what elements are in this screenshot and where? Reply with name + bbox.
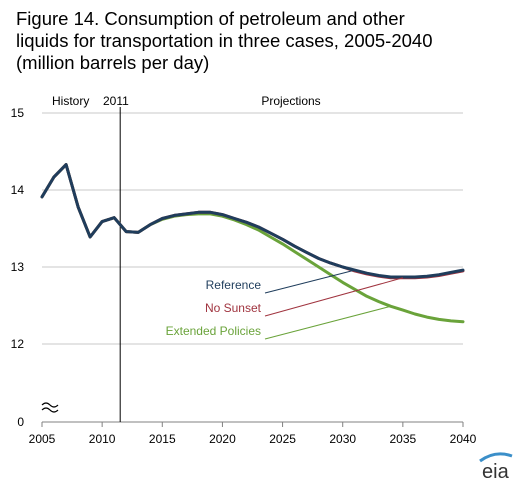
chart-title-line-3: (million barrels per day) <box>16 52 210 73</box>
annotation-label-reference: Reference <box>206 278 262 292</box>
eia-logo-text: eia <box>482 461 510 483</box>
tick-labels: 2005 2010 2015 2020 2025 2030 2035 2040 0 12 13 14 1… <box>11 106 477 446</box>
y-tick-label-13: 13 <box>11 260 25 274</box>
annotations: Reference No Sunset Extended Policies <box>166 269 403 340</box>
chart-title: Figure 14. Consumption of petroleum and … <box>16 8 521 74</box>
x-tick-label-2040: 2040 <box>450 432 477 446</box>
x-tick-label-2005: 2005 <box>29 432 56 446</box>
leader-line-reference <box>264 269 355 294</box>
y-tick-label-15: 15 <box>11 106 25 120</box>
x-tick-label-2010: 2010 <box>89 432 116 446</box>
series-line-reference <box>40 163 465 279</box>
series-lines <box>40 163 465 324</box>
annotation-label-no-sunset: No Sunset <box>205 301 262 315</box>
series-line-extended-policies <box>40 163 465 324</box>
y-tick-label-14: 14 <box>11 183 25 197</box>
axes <box>41 107 464 427</box>
eia-logo-swoosh <box>479 452 513 463</box>
leader-line-no-sunset <box>264 277 403 317</box>
section-label-year: 2011 <box>103 94 129 108</box>
axis-break-symbol-lower <box>41 407 59 413</box>
chart-title-line-1: Figure 14. Consumption of petroleum and … <box>16 8 405 29</box>
axis-break-symbol <box>41 402 59 408</box>
section-label-history: History <box>52 94 89 108</box>
chart-title-line-2: liquids for transportation in three case… <box>16 30 433 51</box>
y-tick-label-0: 0 <box>17 415 24 429</box>
x-tick-label-2030: 2030 <box>329 432 356 446</box>
x-tick-label-2015: 2015 <box>149 432 176 446</box>
gridlines <box>42 112 463 345</box>
section-labels: History 2011 Projections <box>52 94 321 108</box>
x-tick-label-2025: 2025 <box>269 432 296 446</box>
leader-line-extended-policies <box>264 305 391 340</box>
section-label-projections: Projections <box>261 94 320 108</box>
annotation-label-extended-policies: Extended Policies <box>166 324 261 338</box>
x-tick-label-2035: 2035 <box>390 432 417 446</box>
y-tick-label-12: 12 <box>11 337 25 351</box>
eia-logo: eia <box>479 452 513 483</box>
x-tick-label-2020: 2020 <box>209 432 236 446</box>
